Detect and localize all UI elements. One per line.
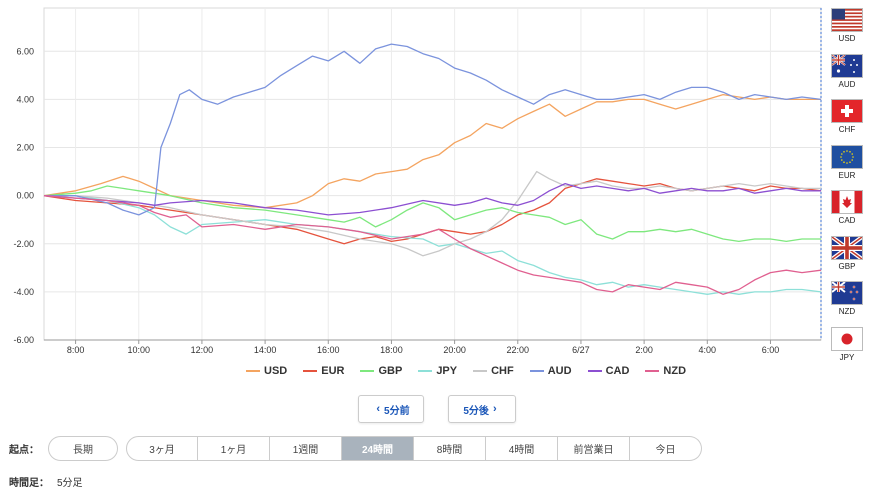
tab-period[interactable]: 24時間 (342, 436, 414, 461)
tab-period[interactable]: 前営業日 (558, 436, 630, 461)
x-tick-label: 22:00 (507, 345, 530, 355)
currency-flag-jpy[interactable]: JPY (829, 326, 865, 362)
series-line-nzd (43, 195, 822, 295)
tab-longterm[interactable]: 長期 (48, 436, 118, 461)
timeframe-value: 5分足 (57, 478, 83, 489)
tab-period[interactable]: 3ヶ月 (126, 436, 198, 461)
x-axis-labels: 8:00 10:00 12:00 14:00 16:00 18:00 20:00 22:00 6… (67, 345, 779, 355)
legend-swatch (473, 370, 488, 372)
currency-flag-chf[interactable]: CHF (829, 99, 865, 134)
nz-flag-icon (831, 281, 863, 305)
x-tick-label: 12:00 (191, 345, 214, 355)
legend-swatch (246, 370, 260, 372)
legend-label: AUD (547, 365, 572, 377)
currency-flag-cad[interactable]: CAD (829, 190, 865, 225)
tab-period[interactable]: 8時間 (414, 436, 486, 461)
chart-series (43, 43, 822, 295)
next-5min-label: 5分後 (463, 405, 489, 417)
currency-code-label: NZD (838, 307, 856, 316)
currency-code-label: GBP (838, 261, 856, 271)
currency-code-label: JPY (839, 352, 855, 362)
x-tick-label: 6:00 (762, 345, 780, 355)
x-tick-label: 10:00 (127, 345, 150, 355)
x-tick-label: 2:00 (635, 345, 653, 355)
currency-strength-chart: 6.00 4.00 2.00 0.00 -2.00 -4.00 -6.00 8:00 10:0… (13, 7, 822, 355)
prev-5min-label: 5分前 (384, 405, 410, 417)
legend-item-nzd[interactable]: NZD (645, 365, 686, 377)
start-point-label: 起点： (9, 445, 39, 456)
tab-period[interactable]: 1週間 (270, 436, 342, 461)
legend-label: GBP (378, 365, 403, 377)
y-tick-label: 4.00 (16, 94, 34, 104)
currency-code-label: USD (838, 34, 856, 43)
currency-flag-nzd[interactable]: NZD (829, 281, 865, 316)
legend-item-usd[interactable]: USD (246, 365, 287, 377)
legend-item-jpy[interactable]: JPY (418, 365, 457, 377)
gb-flag-icon (831, 235, 863, 260)
legend-label: CHF (491, 365, 514, 377)
legend-swatch (645, 370, 660, 372)
x-tick-label: 8:00 (67, 345, 85, 355)
tab-period[interactable]: 今日 (630, 436, 702, 461)
legend-label: CAD (605, 365, 630, 377)
chart-axes (44, 8, 822, 344)
jp-flag-icon (831, 326, 863, 351)
y-tick-label: 6.00 (16, 46, 34, 56)
legend-swatch (529, 370, 544, 372)
currency-flag-aud[interactable]: AUD (829, 53, 865, 89)
timeframe-label: 時間足： (9, 478, 49, 489)
legend-swatch (303, 370, 318, 372)
series-line-gbp (43, 185, 821, 243)
legend-label: EUR (321, 365, 345, 377)
y-tick-label: -4.00 (13, 287, 34, 297)
x-tick-label: 14:00 (254, 345, 277, 355)
x-tick-label: 16:00 (317, 345, 340, 355)
x-tick-label: 20:00 (443, 345, 466, 355)
us-flag-icon (831, 8, 863, 32)
currency-code-label: AUD (838, 79, 856, 89)
legend-item-eur[interactable]: EUR (303, 365, 344, 377)
plot-area (43, 7, 822, 341)
eu-flag-icon (831, 144, 863, 169)
y-axis-labels: 6.00 4.00 2.00 0.00 -2.00 -4.00 -6.00 (13, 46, 34, 345)
chevron-left-icon: ‹ (376, 403, 381, 415)
legend-label: USD (264, 365, 288, 377)
legend-swatch (587, 370, 602, 372)
ch-flag-icon (831, 99, 863, 123)
prev-5min-button[interactable]: ‹ 5分前 (358, 395, 424, 423)
y-tick-label: -2.00 (13, 239, 34, 249)
legend-swatch (418, 370, 433, 372)
legend-swatch (360, 370, 375, 372)
legend-label: JPY (436, 365, 458, 377)
series-line-jpy (44, 195, 822, 295)
x-tick-label: 6/27 (572, 345, 590, 355)
legend-item-aud[interactable]: AUD (529, 365, 572, 377)
legend-item-cad[interactable]: CAD (587, 365, 630, 377)
y-tick-label: 0.00 (16, 191, 34, 201)
x-tick-label: 4:00 (699, 345, 717, 355)
currency-flag-gbp[interactable]: GBP (829, 235, 865, 271)
legend-item-chf[interactable]: CHF (473, 365, 514, 377)
next-5min-button[interactable]: 5分後 › (448, 395, 516, 423)
ca-flag-icon (831, 190, 863, 214)
series-line-aud (44, 43, 822, 216)
y-tick-label: 2.00 (16, 143, 34, 153)
chart-legend: USD EUR GBP JPY CHF AUD CAD NZD (246, 365, 702, 377)
currency-code-label: CAD (838, 216, 856, 225)
series-line-chf (44, 170, 821, 257)
x-tick-label: 18:00 (380, 345, 403, 355)
tab-period[interactable]: 1ヶ月 (198, 436, 270, 461)
chevron-right-icon: › (492, 403, 497, 415)
currency-flag-usd[interactable]: USD (829, 8, 865, 43)
legend-label: NZD (663, 365, 687, 377)
tab-period[interactable]: 4時間 (486, 436, 558, 461)
chart-grid (43, 7, 822, 341)
y-tick-label: -6.00 (13, 335, 34, 345)
au-flag-icon (831, 53, 863, 78)
currency-code-label: CHF (838, 125, 856, 134)
currency-code-label: EUR (838, 170, 856, 180)
legend-item-gbp[interactable]: GBP (360, 365, 402, 377)
currency-flag-eur[interactable]: EUR (829, 144, 865, 180)
series-line-cad (43, 182, 821, 216)
